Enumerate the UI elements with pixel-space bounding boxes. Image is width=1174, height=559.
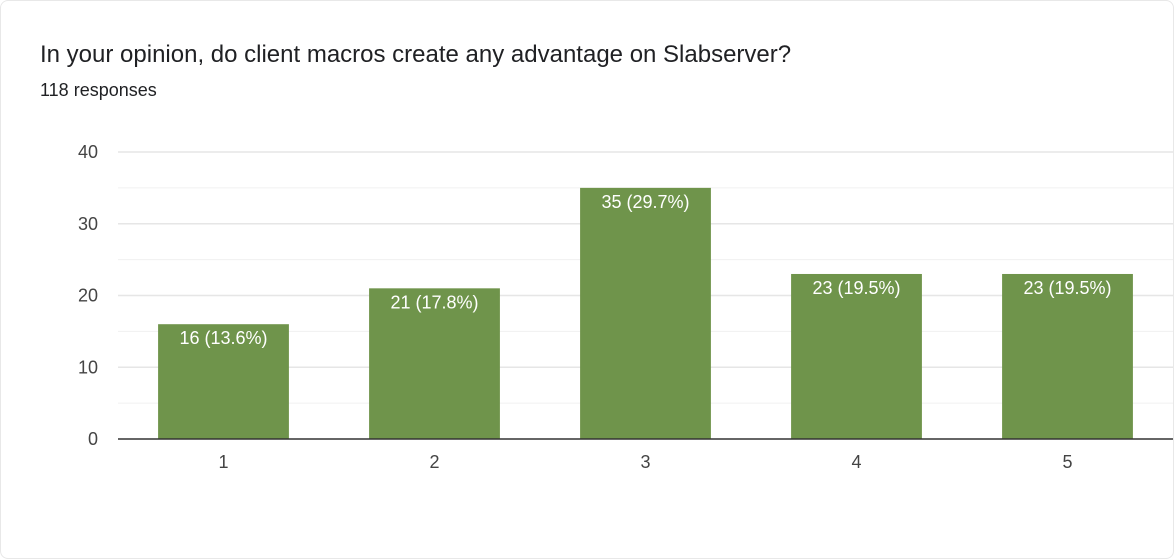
bars [158, 187, 1133, 439]
bar [158, 324, 289, 439]
data-label: 16 (13.6%) [179, 328, 267, 348]
labels: 0 10 20 30 40 16 (13.6%) 1 21 (17.8%) 2 35 (29.7%… [78, 142, 1112, 472]
data-label: 23 (19.5%) [812, 278, 900, 298]
bar [580, 187, 711, 439]
y-tick-label: 0 [88, 429, 98, 449]
bar [369, 288, 500, 439]
data-label: 35 (29.7%) [601, 192, 689, 212]
data-label: 21 (17.8%) [390, 292, 478, 312]
data-label: 23 (19.5%) [1023, 278, 1111, 298]
x-tick-label: 2 [429, 452, 439, 472]
x-tick-label: 4 [851, 452, 861, 472]
bar [791, 273, 922, 439]
x-tick-label: 5 [1062, 452, 1072, 472]
bar [1002, 273, 1133, 439]
y-tick-label: 40 [78, 142, 98, 162]
y-tick-label: 30 [78, 214, 98, 234]
y-tick-label: 20 [78, 286, 98, 306]
question-title: In your opinion, do client macros create… [40, 41, 792, 68]
y-tick-label: 10 [78, 357, 98, 377]
x-tick-label: 1 [218, 452, 228, 472]
x-tick-label: 3 [640, 452, 650, 472]
response-count: 118 responses [40, 80, 157, 100]
